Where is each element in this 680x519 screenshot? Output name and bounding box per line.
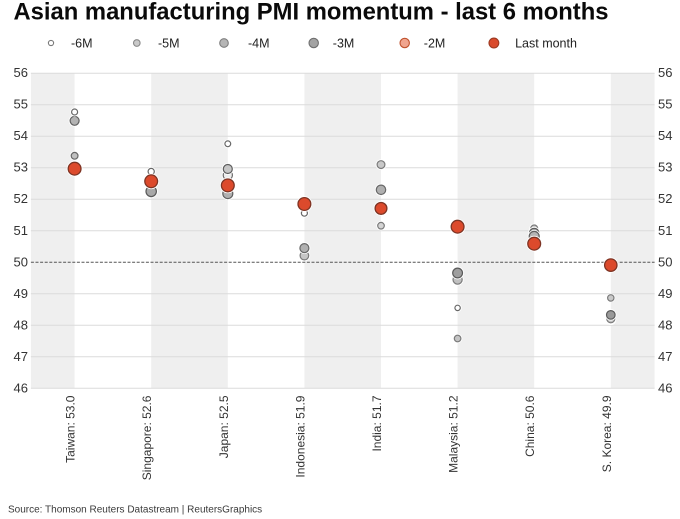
svg-text:-2M: -2M	[424, 36, 446, 50]
svg-text:46: 46	[14, 380, 28, 395]
svg-text:50: 50	[658, 254, 672, 269]
svg-text:48: 48	[14, 317, 28, 332]
svg-text:-5M: -5M	[158, 36, 180, 50]
svg-text:India: 51.7: India: 51.7	[370, 395, 384, 451]
svg-text:-6M: -6M	[71, 36, 93, 50]
svg-text:47: 47	[14, 349, 28, 364]
svg-text:52: 52	[14, 191, 28, 206]
svg-text:48: 48	[658, 317, 672, 332]
svg-text:46: 46	[658, 380, 672, 395]
svg-text:49: 49	[14, 286, 28, 301]
svg-text:Last month: Last month	[515, 36, 577, 50]
svg-text:50: 50	[14, 254, 28, 269]
svg-text:53: 53	[658, 160, 672, 175]
svg-text:49: 49	[658, 286, 672, 301]
svg-text:Asian manufacturing PMI moment: Asian manufacturing PMI momentum - last …	[14, 0, 609, 26]
svg-text:Japan: 52.5: Japan: 52.5	[217, 395, 231, 458]
svg-text:54: 54	[658, 128, 672, 143]
svg-text:Malaysia: 51.2: Malaysia: 51.2	[447, 395, 461, 473]
svg-text:51: 51	[658, 223, 672, 238]
svg-text:53: 53	[14, 160, 28, 175]
svg-text:Source: Thomson Reuters Datast: Source: Thomson Reuters Datastream | Reu…	[8, 505, 262, 516]
svg-text:Singapore: 52.6: Singapore: 52.6	[140, 395, 154, 480]
svg-text:Taiwan: 53.0: Taiwan: 53.0	[64, 395, 78, 463]
svg-text:-4M: -4M	[248, 36, 270, 50]
svg-text:52: 52	[658, 191, 672, 206]
svg-text:55: 55	[658, 97, 672, 112]
svg-text:-3M: -3M	[333, 36, 355, 50]
svg-text:China: 50.6: China: 50.6	[523, 395, 537, 457]
svg-text:S. Korea: 49.9: S. Korea: 49.9	[600, 395, 614, 472]
svg-text:51: 51	[14, 223, 28, 238]
svg-text:54: 54	[14, 128, 28, 143]
svg-text:55: 55	[14, 97, 28, 112]
svg-text:47: 47	[658, 349, 672, 364]
svg-text:Indonesia: 51.9: Indonesia: 51.9	[293, 395, 307, 477]
svg-text:56: 56	[658, 65, 672, 80]
svg-text:56: 56	[14, 65, 28, 80]
